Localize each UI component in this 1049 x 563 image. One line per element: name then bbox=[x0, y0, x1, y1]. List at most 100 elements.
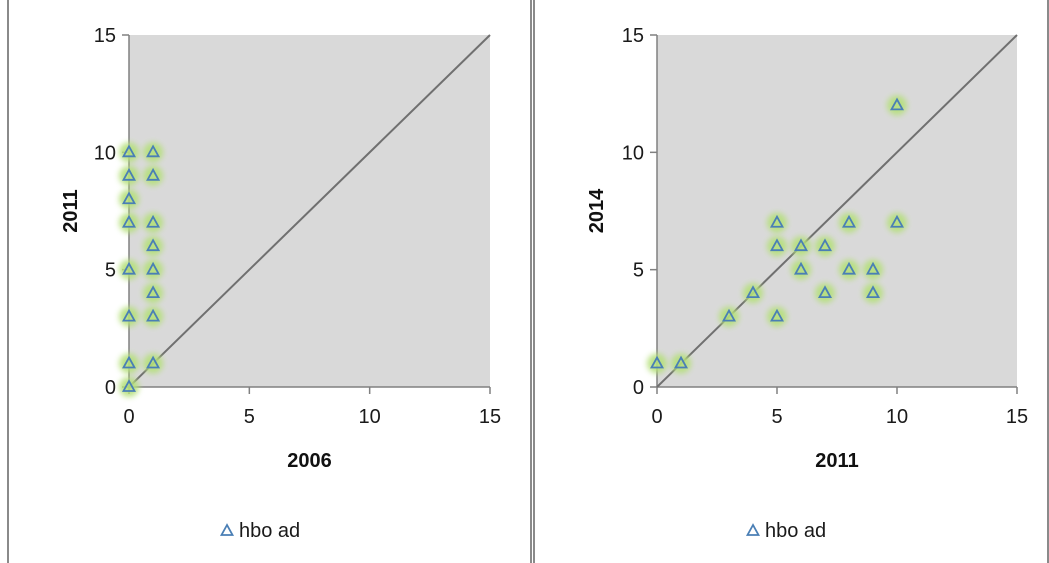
data-point-marker bbox=[841, 261, 857, 275]
data-point-glow bbox=[815, 283, 835, 304]
data-point-marker bbox=[817, 285, 833, 299]
data-point-marker bbox=[769, 214, 785, 228]
data-point-glow bbox=[815, 236, 835, 257]
data-point bbox=[863, 259, 883, 280]
x-axis-title: 2006 bbox=[287, 450, 332, 472]
data-point-glow bbox=[647, 353, 667, 374]
data-point-glow bbox=[887, 212, 907, 233]
data-point-marker bbox=[865, 285, 881, 299]
data-point-marker bbox=[146, 285, 161, 299]
y-tick-label: 5 bbox=[105, 260, 116, 282]
data-point-glow bbox=[791, 259, 811, 280]
data-point bbox=[143, 142, 164, 163]
legend: hbo ad bbox=[745, 520, 826, 542]
diagonal-reference-line bbox=[656, 34, 1018, 388]
data-point-marker bbox=[121, 261, 137, 275]
data-point bbox=[839, 259, 859, 280]
data-point bbox=[815, 283, 835, 304]
data-point-glow bbox=[143, 142, 164, 163]
x-tick-label: 5 bbox=[244, 406, 255, 428]
data-point-glow bbox=[119, 306, 139, 327]
scatter-chart-right: 0 5 10 15 0 5 10 15 2011 2014 hbo ad bbox=[586, 25, 1028, 542]
data-point bbox=[143, 236, 164, 257]
data-point-glow bbox=[863, 283, 883, 304]
data-point bbox=[743, 283, 763, 304]
data-point bbox=[887, 212, 907, 233]
data-point bbox=[119, 353, 139, 374]
chart-panel-right: 0 5 10 15 0 5 10 15 2011 2014 hbo ad bbox=[533, 0, 1049, 563]
data-point bbox=[143, 306, 164, 327]
y-axis-title: 2011 bbox=[60, 189, 82, 232]
data-point-marker bbox=[889, 214, 905, 228]
data-point bbox=[119, 377, 139, 397]
data-point-marker bbox=[146, 167, 161, 181]
y-tick-label: 15 bbox=[622, 25, 644, 47]
y-tick-label: 10 bbox=[622, 142, 644, 164]
x-tick-label: 15 bbox=[1006, 406, 1028, 428]
y-tick-label: 0 bbox=[633, 377, 644, 399]
data-point-marker bbox=[146, 214, 161, 228]
data-point bbox=[863, 283, 883, 304]
data-point bbox=[143, 259, 164, 280]
data-point-marker bbox=[121, 144, 137, 158]
data-point-marker bbox=[121, 308, 137, 322]
data-point bbox=[671, 353, 691, 374]
data-point bbox=[767, 236, 787, 257]
data-point bbox=[143, 283, 164, 304]
x-tick-label: 0 bbox=[651, 406, 662, 428]
data-point-marker bbox=[769, 308, 785, 322]
data-point-glow bbox=[143, 165, 164, 186]
data-point-glow bbox=[119, 189, 139, 210]
data-point-glow bbox=[887, 95, 907, 116]
data-point-glow bbox=[767, 212, 787, 233]
data-point-glow bbox=[671, 353, 691, 374]
data-point-glow bbox=[143, 236, 164, 257]
data-point bbox=[119, 259, 139, 280]
data-point bbox=[839, 212, 859, 233]
data-point-glow bbox=[743, 283, 763, 304]
data-point bbox=[119, 165, 139, 186]
data-point-glow bbox=[791, 236, 811, 257]
x-tick-label: 10 bbox=[886, 406, 908, 428]
data-point-glow bbox=[119, 353, 139, 374]
data-point bbox=[119, 212, 139, 233]
data-point-glow bbox=[143, 283, 164, 304]
x-tick-label: 15 bbox=[479, 406, 501, 428]
data-point-glow bbox=[119, 142, 139, 163]
data-point bbox=[647, 353, 667, 374]
data-point-glow bbox=[143, 212, 164, 233]
data-point-glow bbox=[119, 259, 139, 280]
legend-label: hbo ad bbox=[765, 520, 826, 542]
data-point-glow bbox=[119, 212, 139, 233]
x-tick-label: 10 bbox=[359, 406, 381, 428]
legend-triangle-icon bbox=[219, 523, 235, 536]
data-point bbox=[767, 212, 787, 233]
data-point-glow bbox=[767, 306, 787, 327]
data-point bbox=[119, 189, 139, 210]
y-tick-label: 5 bbox=[633, 260, 644, 282]
data-point-marker bbox=[146, 308, 161, 322]
data-point-marker bbox=[817, 238, 833, 252]
y-tick-label: 0 bbox=[105, 377, 116, 399]
data-point-marker bbox=[146, 144, 161, 158]
data-point-marker bbox=[649, 355, 665, 369]
data-point-marker bbox=[121, 379, 137, 392]
data-point-marker bbox=[793, 261, 809, 275]
legend: hbo ad bbox=[219, 520, 300, 542]
data-point bbox=[815, 236, 835, 257]
data-point-marker bbox=[793, 238, 809, 252]
legend-triangle-icon bbox=[745, 523, 761, 536]
data-point-glow bbox=[143, 353, 164, 374]
data-point-marker bbox=[889, 97, 905, 111]
data-point-glow bbox=[119, 165, 139, 186]
data-point bbox=[887, 95, 907, 116]
chart-panel-left: 0 5 10 15 0 5 10 15 2006 2011 hbo ad bbox=[7, 0, 532, 563]
data-point-glow bbox=[863, 259, 883, 280]
data-point-glow bbox=[767, 236, 787, 257]
data-point-marker bbox=[146, 238, 161, 252]
y-axis-title: 2014 bbox=[586, 188, 608, 233]
data-point-glow bbox=[143, 259, 164, 280]
data-point-marker bbox=[769, 238, 785, 252]
data-point bbox=[143, 353, 164, 374]
data-point bbox=[143, 212, 164, 233]
